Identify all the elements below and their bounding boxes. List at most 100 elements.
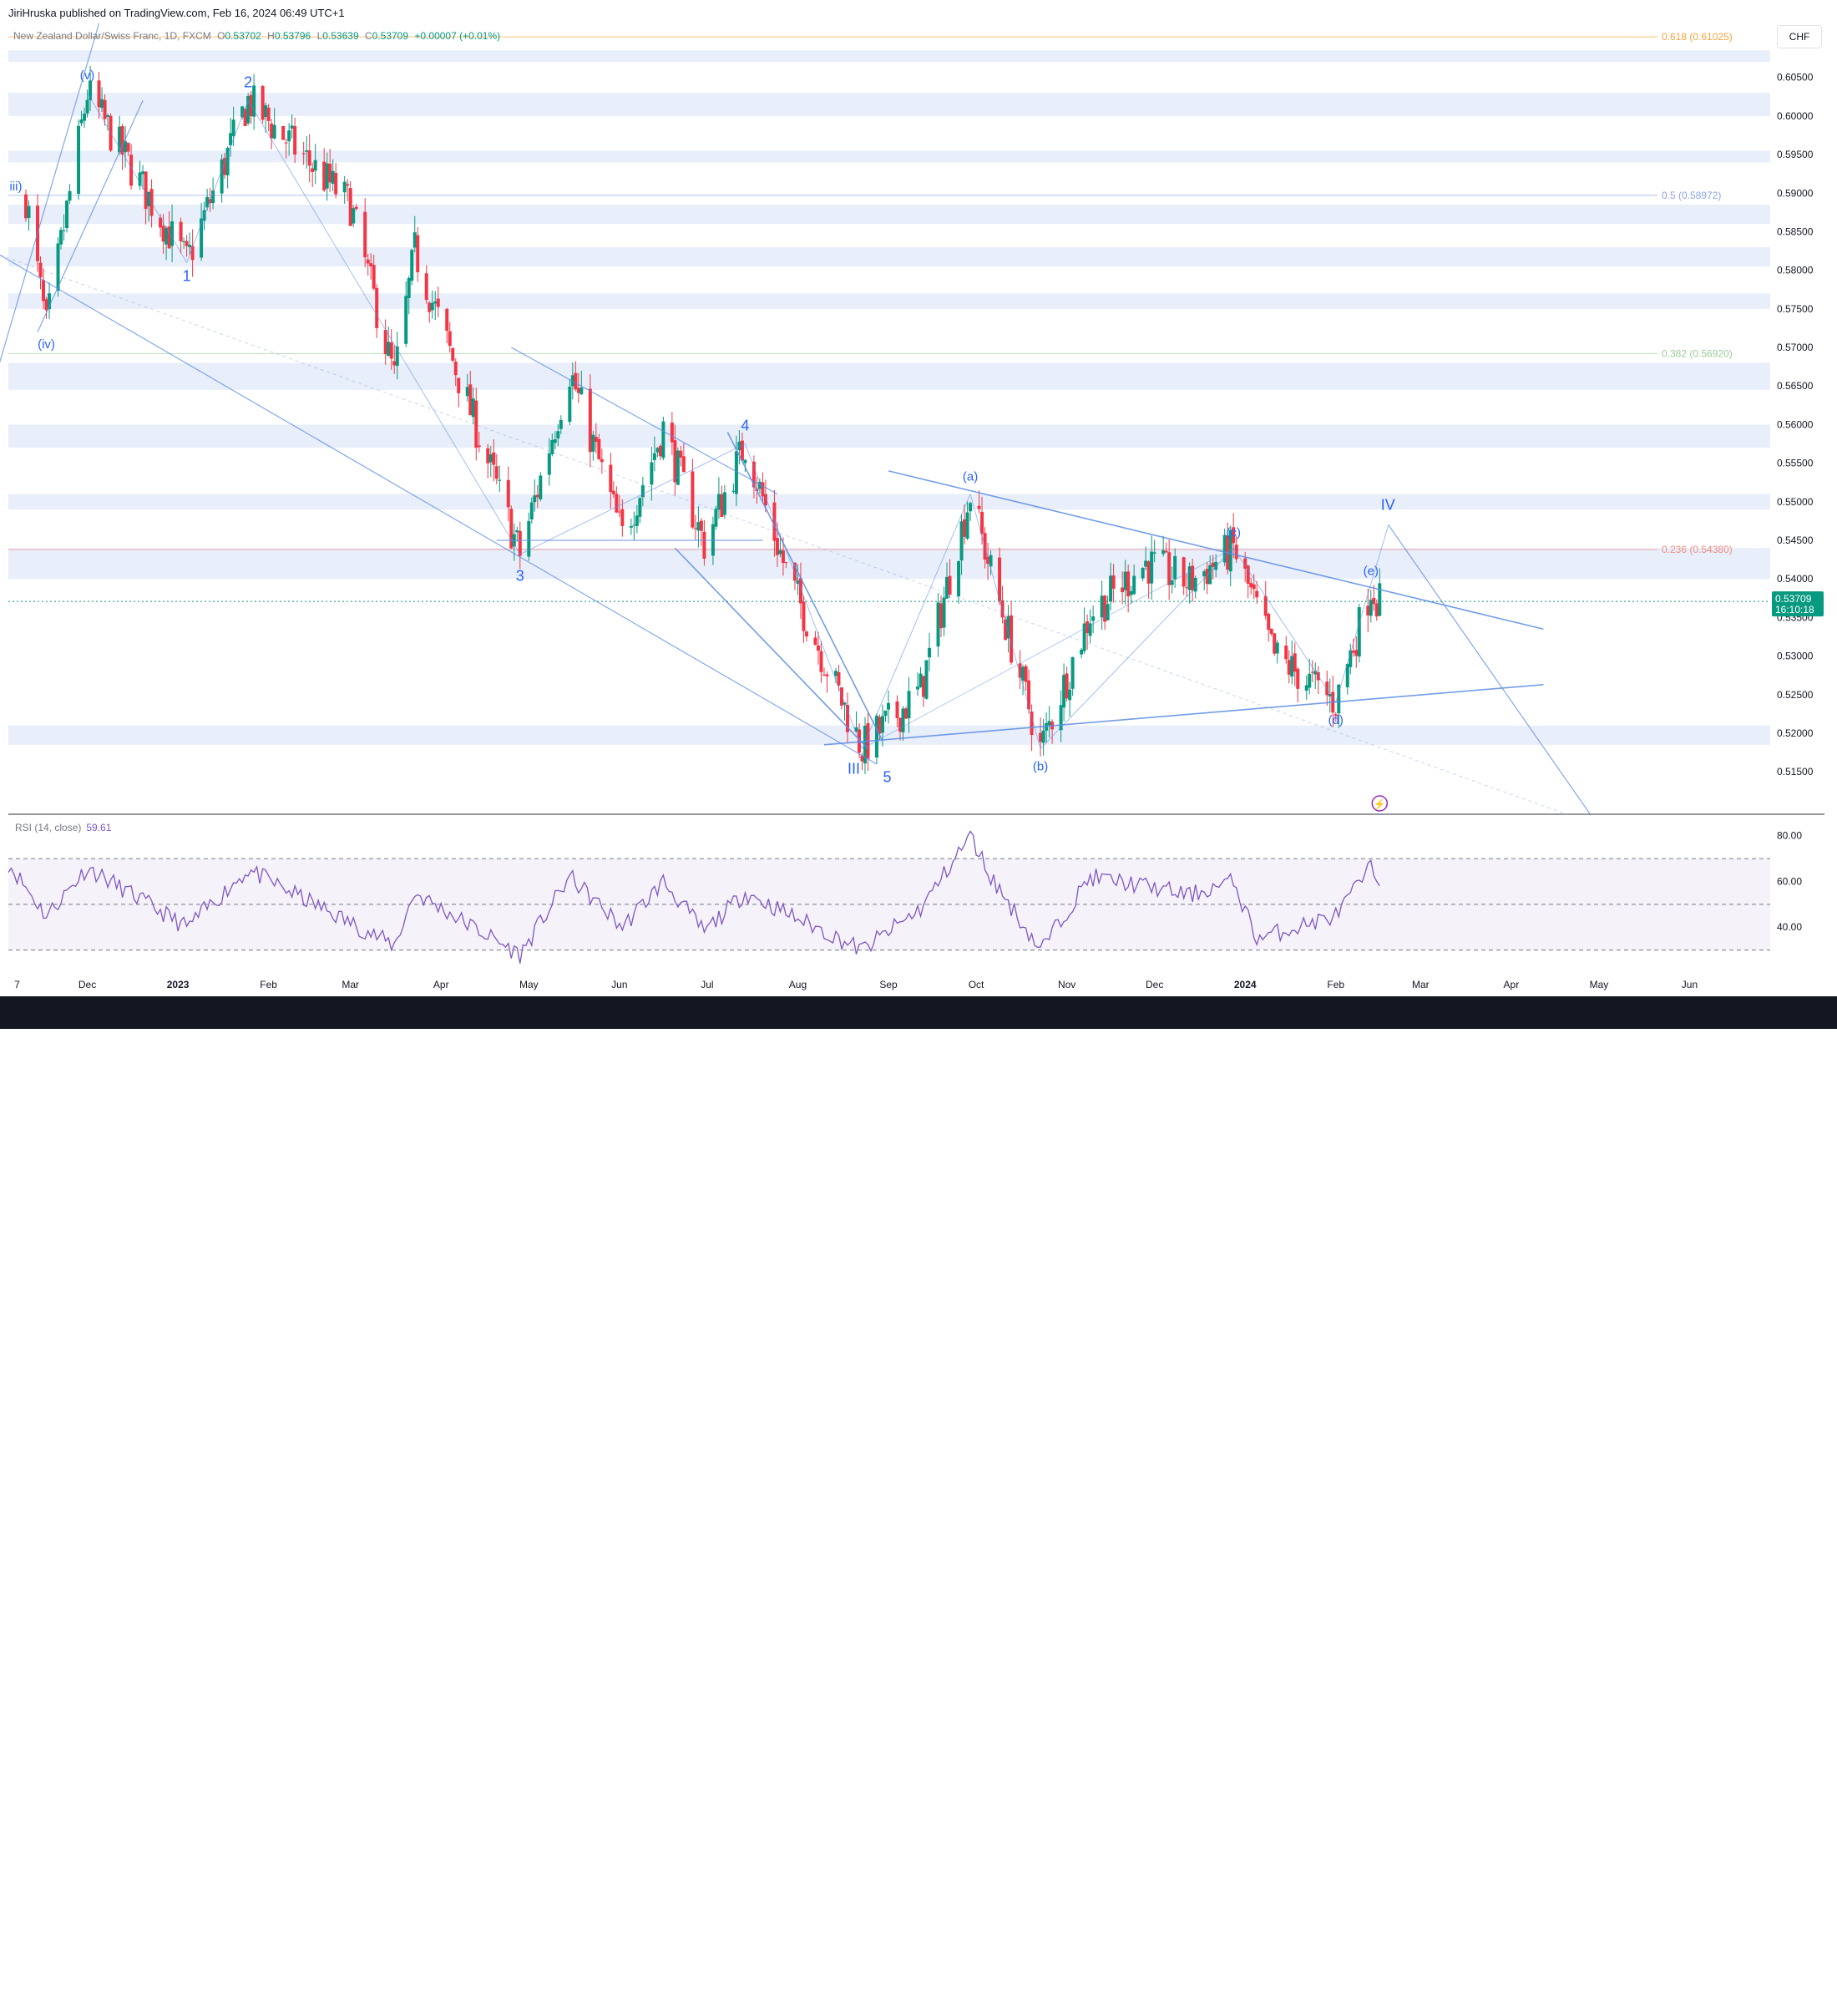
candle-up [287,130,291,142]
candle-down [120,126,124,155]
candle-down [781,550,785,564]
price-axis-tick: 0.51500 [1777,766,1814,778]
price-chart[interactable]: 0.618 (0.61025) 0.5 (0.58972) 0.382 (0.569… [0,0,1837,1029]
candle-down [720,494,724,518]
candle-down [24,194,28,219]
candle-up [1059,705,1063,731]
price-axis-tick: 0.57000 [1777,342,1814,353]
candle-down [600,458,604,463]
price-axis-tick: 0.55500 [1777,458,1814,469]
candle-down [679,450,683,458]
resistance-zone [8,293,1770,309]
candle-down [322,161,326,190]
candle-down [494,466,498,479]
candle-up [1187,566,1192,590]
channel-line [674,547,869,750]
candle-down [615,494,619,513]
candle-up [325,163,329,189]
candle-up [404,296,408,344]
candle-up [918,673,923,687]
low-value: 0.53639 [322,30,359,42]
time-axis-tick: Apr [1504,979,1520,990]
time-axis-tick: Apr [433,979,449,990]
candle-down [986,556,990,564]
wave-connector [862,547,1234,749]
rsi-axis-tick: 80.00 [1777,830,1802,842]
candle-up [591,434,595,452]
time-axis-tick: Aug [789,979,807,990]
candle-up [272,124,276,139]
candle-down [1351,651,1355,653]
candle-down [658,445,662,457]
candle-up [550,439,554,454]
candle-up [352,208,356,224]
candle-down [451,347,455,361]
candle-up [515,529,519,533]
candle-up [676,450,680,485]
candle-down [1024,666,1028,682]
candle-down [38,262,43,277]
candle-up [547,453,551,475]
currency-button[interactable]: CHF [1777,25,1822,48]
candle-up [875,715,878,758]
price-axis-tick: 0.54000 [1777,573,1814,585]
wave-label: (v) [80,68,95,83]
rsi-value: 59.61 [86,822,112,833]
time-axis-tick: Jun [611,979,627,990]
candle-down [980,511,984,534]
candle-up [629,526,633,528]
wave-connector [519,443,746,555]
candle-down [167,226,171,249]
candle-up [743,459,747,463]
candle-down [243,109,247,126]
time-axis-tick: Mar [342,979,359,990]
candle-up [407,277,411,298]
candle-down [617,511,621,513]
candle-down [1354,650,1359,656]
candle-down [837,671,841,686]
candle-up [655,448,660,453]
trendline [511,347,778,495]
candle-down [474,400,478,448]
candle-down [369,263,373,267]
candle-down [468,384,473,416]
resistance-zone [8,50,1770,63]
candle-up [556,431,560,438]
candle-down [354,206,358,210]
candle-up [1308,673,1312,688]
candle-up [220,159,224,194]
fib-level-label: 0.236 (0.54380) [1662,544,1733,555]
candle-down [1191,565,1195,591]
candle-down [1273,633,1277,654]
candle-down [798,578,802,604]
lightning-event-icon [1371,795,1389,812]
candle-up [412,232,417,248]
fib-level-label: 0.618 (0.61025) [1662,31,1733,43]
wave-label: (c) [1226,525,1241,539]
candle-up [1222,534,1227,563]
candle-down [103,99,107,119]
channel-line [726,432,883,742]
candle-down [1246,565,1250,584]
candle-up [147,191,151,206]
candle-up [395,346,399,367]
candle-down [1018,663,1022,678]
price-axis-tick: 0.56000 [1777,418,1814,430]
wave-label: (iv) [38,337,55,352]
candle-down [44,299,48,311]
fib-level-label: 0.382 (0.56920) [1662,347,1733,359]
candle-down [822,674,826,676]
candle-down [1325,681,1329,696]
candle-down [492,452,496,465]
candle-down [611,490,615,494]
candle-up [1304,685,1308,691]
wave-label: 1 [183,267,191,284]
wave-label: iii) [10,180,23,194]
candle-down [784,562,788,564]
candle-up [945,576,949,599]
candle-up [989,555,993,567]
candle-down [752,461,756,488]
candle-down [270,124,274,139]
candle-up [632,524,636,526]
candle-up [1082,623,1086,651]
